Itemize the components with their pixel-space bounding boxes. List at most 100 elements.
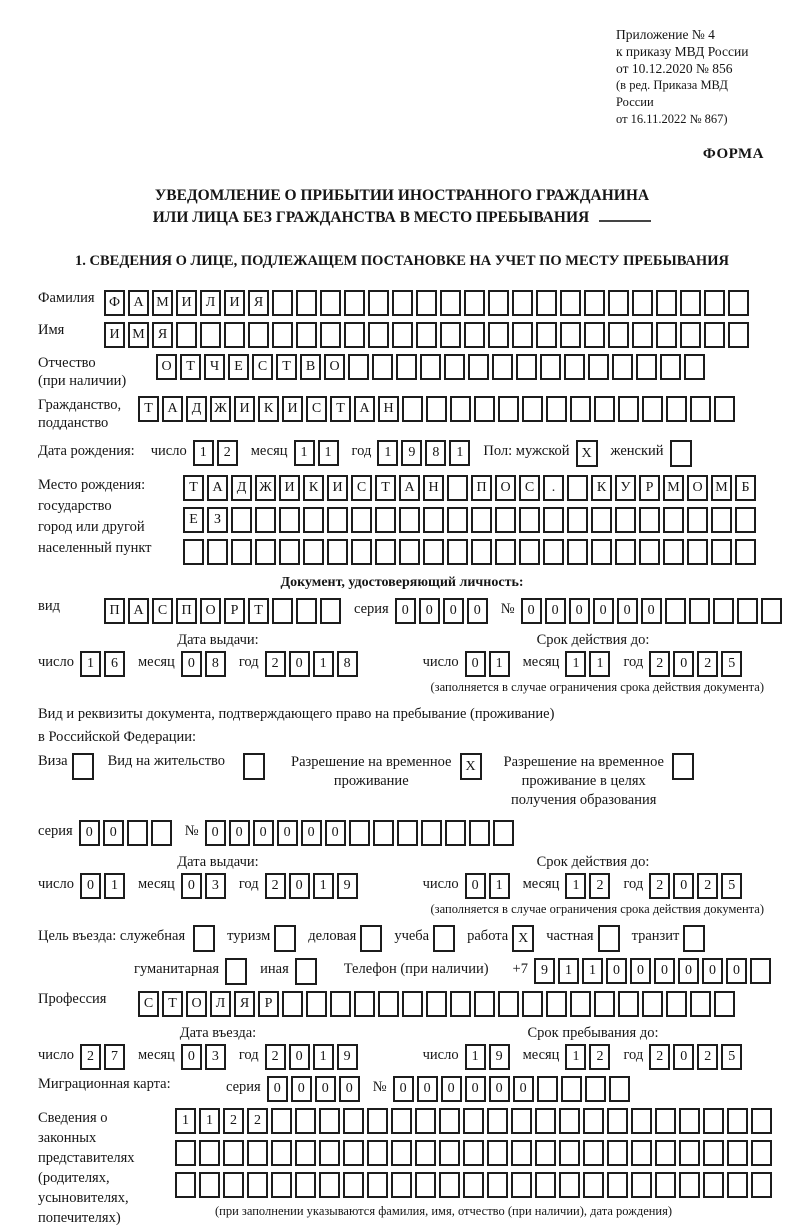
char-box[interactable]: 0 (276, 820, 298, 846)
char-box[interactable] (735, 507, 756, 533)
char-box[interactable]: Я (248, 290, 269, 316)
char-box[interactable]: 0 (416, 1076, 438, 1102)
char-box[interactable] (247, 1172, 268, 1198)
char-box[interactable] (714, 991, 735, 1017)
char-box[interactable] (375, 539, 396, 565)
char-box[interactable] (415, 1108, 436, 1134)
char-box[interactable] (522, 396, 543, 422)
char-box[interactable]: 1 (488, 873, 510, 899)
char-box[interactable] (271, 1140, 292, 1166)
char-box[interactable] (468, 820, 490, 846)
char-box[interactable]: 2 (264, 651, 286, 677)
char-box[interactable] (348, 820, 370, 846)
char-box[interactable]: Е (228, 354, 249, 380)
char-box[interactable]: 2 (649, 1044, 671, 1070)
char-box[interactable]: 3 (204, 873, 226, 899)
char-box[interactable] (402, 991, 423, 1017)
char-box[interactable] (615, 507, 636, 533)
char-box[interactable]: 1 (565, 651, 587, 677)
char-box[interactable] (426, 396, 447, 422)
char-box[interactable]: 0 (464, 1076, 486, 1102)
char-box[interactable] (516, 354, 537, 380)
char-box[interactable] (546, 396, 567, 422)
char-box[interactable] (632, 290, 653, 316)
char-box[interactable]: 2 (649, 651, 671, 677)
char-box[interactable] (560, 290, 581, 316)
char-box[interactable] (631, 1140, 652, 1166)
char-box[interactable] (367, 1140, 388, 1166)
char-box[interactable] (344, 290, 365, 316)
char-box[interactable] (255, 539, 276, 565)
char-box[interactable] (471, 539, 492, 565)
char-box[interactable]: 7 (103, 1044, 125, 1070)
char-box[interactable] (512, 322, 533, 348)
char-box[interactable]: 1 (175, 1108, 196, 1134)
char-box[interactable]: 1 (103, 873, 125, 899)
char-box[interactable]: 0 (488, 1076, 510, 1102)
char-box[interactable] (511, 1172, 532, 1198)
char-box[interactable] (567, 475, 588, 501)
char-box[interactable] (727, 1140, 748, 1166)
char-box[interactable]: 2 (697, 873, 719, 899)
char-box[interactable] (391, 1140, 412, 1166)
char-box[interactable] (488, 290, 509, 316)
char-box[interactable] (399, 539, 420, 565)
char-box[interactable] (463, 1172, 484, 1198)
char-box[interactable]: 0 (288, 651, 310, 677)
char-box[interactable]: 2 (223, 1108, 244, 1134)
char-box[interactable] (536, 290, 557, 316)
char-box[interactable] (607, 1108, 628, 1134)
char-box[interactable] (546, 991, 567, 1017)
purpose-business-checkbox[interactable] (360, 925, 383, 952)
char-box[interactable] (735, 539, 756, 565)
char-box[interactable]: 0 (616, 598, 638, 624)
char-box[interactable] (279, 539, 300, 565)
char-box[interactable] (703, 1172, 724, 1198)
char-box[interactable] (223, 1140, 244, 1166)
char-box[interactable] (271, 1172, 292, 1198)
char-box[interactable] (608, 322, 629, 348)
char-box[interactable]: . (543, 475, 564, 501)
char-box[interactable] (392, 290, 413, 316)
char-box[interactable]: 5 (721, 1044, 743, 1070)
char-box[interactable] (415, 1172, 436, 1198)
purpose-study-checkbox[interactable] (433, 925, 456, 952)
char-box[interactable] (511, 1108, 532, 1134)
char-box[interactable]: Т (183, 475, 204, 501)
char-box[interactable] (663, 539, 684, 565)
char-box[interactable] (612, 354, 633, 380)
char-box[interactable] (749, 958, 771, 984)
char-box[interactable] (468, 354, 489, 380)
char-box[interactable]: 3 (204, 1044, 226, 1070)
char-box[interactable] (471, 507, 492, 533)
char-box[interactable]: 1 (488, 651, 510, 677)
char-box[interactable]: 1 (317, 440, 339, 466)
char-box[interactable] (666, 991, 687, 1017)
char-box[interactable] (330, 991, 351, 1017)
char-box[interactable] (248, 322, 269, 348)
char-box[interactable]: 1 (565, 1044, 587, 1070)
char-box[interactable] (420, 820, 442, 846)
char-box[interactable]: 1 (192, 440, 214, 466)
char-box[interactable]: З (207, 507, 228, 533)
char-box[interactable]: О (324, 354, 345, 380)
purpose-official-checkbox[interactable] (193, 925, 216, 952)
char-box[interactable]: 2 (247, 1108, 268, 1134)
char-box[interactable]: 0 (392, 1076, 414, 1102)
char-box[interactable] (391, 1108, 412, 1134)
char-box[interactable] (684, 354, 705, 380)
char-box[interactable] (495, 507, 516, 533)
char-box[interactable] (540, 354, 561, 380)
char-box[interactable] (666, 396, 687, 422)
char-box[interactable] (535, 1108, 556, 1134)
char-box[interactable]: Ж (210, 396, 231, 422)
char-box[interactable] (660, 354, 681, 380)
char-box[interactable]: С (138, 991, 159, 1017)
char-box[interactable] (636, 354, 657, 380)
char-box[interactable] (607, 1172, 628, 1198)
char-box[interactable]: П (176, 598, 197, 624)
char-box[interactable] (375, 507, 396, 533)
char-box[interactable]: 2 (589, 1044, 611, 1070)
char-box[interactable] (150, 820, 172, 846)
char-box[interactable] (663, 507, 684, 533)
